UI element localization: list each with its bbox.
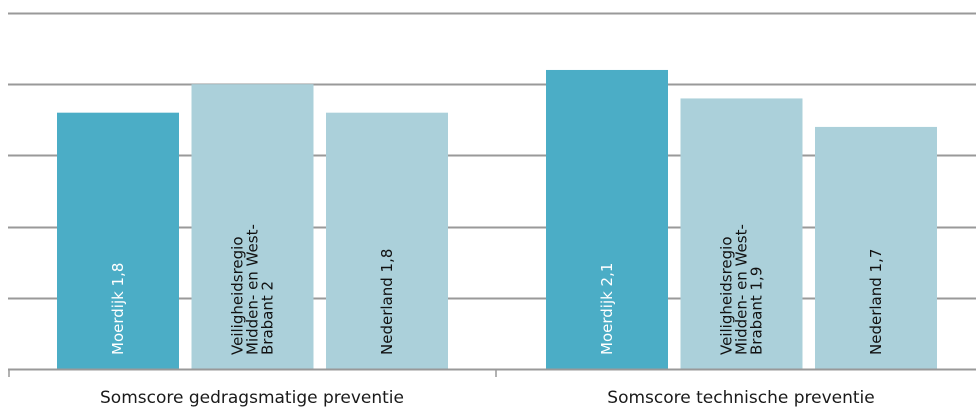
bar-label-3: Moerdijk 2,1 bbox=[598, 263, 616, 355]
bar-label-2: Nederland 1,8 bbox=[378, 249, 396, 355]
bar-label-line: Veiligheidsregio bbox=[229, 236, 247, 355]
bar-label-line: Nederland 1,8 bbox=[378, 249, 396, 355]
bar-label-line: Midden- en West- bbox=[244, 224, 262, 355]
bar-2 bbox=[326, 112, 448, 370]
bar-label-line: Veiligheidsregio bbox=[718, 236, 736, 355]
bar-label-5: Nederland 1,7 bbox=[867, 249, 885, 355]
bar-label-4: VeiligheidsregioMidden- en West-Brabant … bbox=[718, 224, 766, 355]
bar-label-line: Midden- en West- bbox=[733, 224, 751, 355]
category-label-0: Somscore gedragsmatige preventie bbox=[100, 388, 404, 408]
category-label-1: Somscore technische preventie bbox=[607, 388, 874, 408]
bar-label-line: Nederland 1,7 bbox=[867, 249, 885, 355]
category-labels: Somscore gedragsmatige preventie Somscor… bbox=[100, 388, 875, 408]
bar-3 bbox=[546, 69, 668, 370]
bars: Moerdijk 1,8 VeiligheidsregioMidden- en W… bbox=[57, 69, 937, 370]
bar-label-line: Brabant 1,9 bbox=[748, 267, 766, 355]
bar-label-1: VeiligheidsregioMidden- en West-Brabant … bbox=[229, 224, 277, 355]
bar-label-line: Moerdijk 1,8 bbox=[109, 263, 127, 355]
bar-4 bbox=[680, 98, 803, 369]
bar-label-line: Brabant 2 bbox=[259, 281, 277, 355]
bar-5 bbox=[815, 126, 937, 369]
bar-label-0: Moerdijk 1,8 bbox=[109, 263, 127, 355]
bar-1 bbox=[191, 84, 314, 369]
bar-label-line: Moerdijk 2,1 bbox=[598, 263, 616, 355]
x-axis bbox=[8, 368, 976, 377]
bar-0 bbox=[57, 112, 179, 370]
